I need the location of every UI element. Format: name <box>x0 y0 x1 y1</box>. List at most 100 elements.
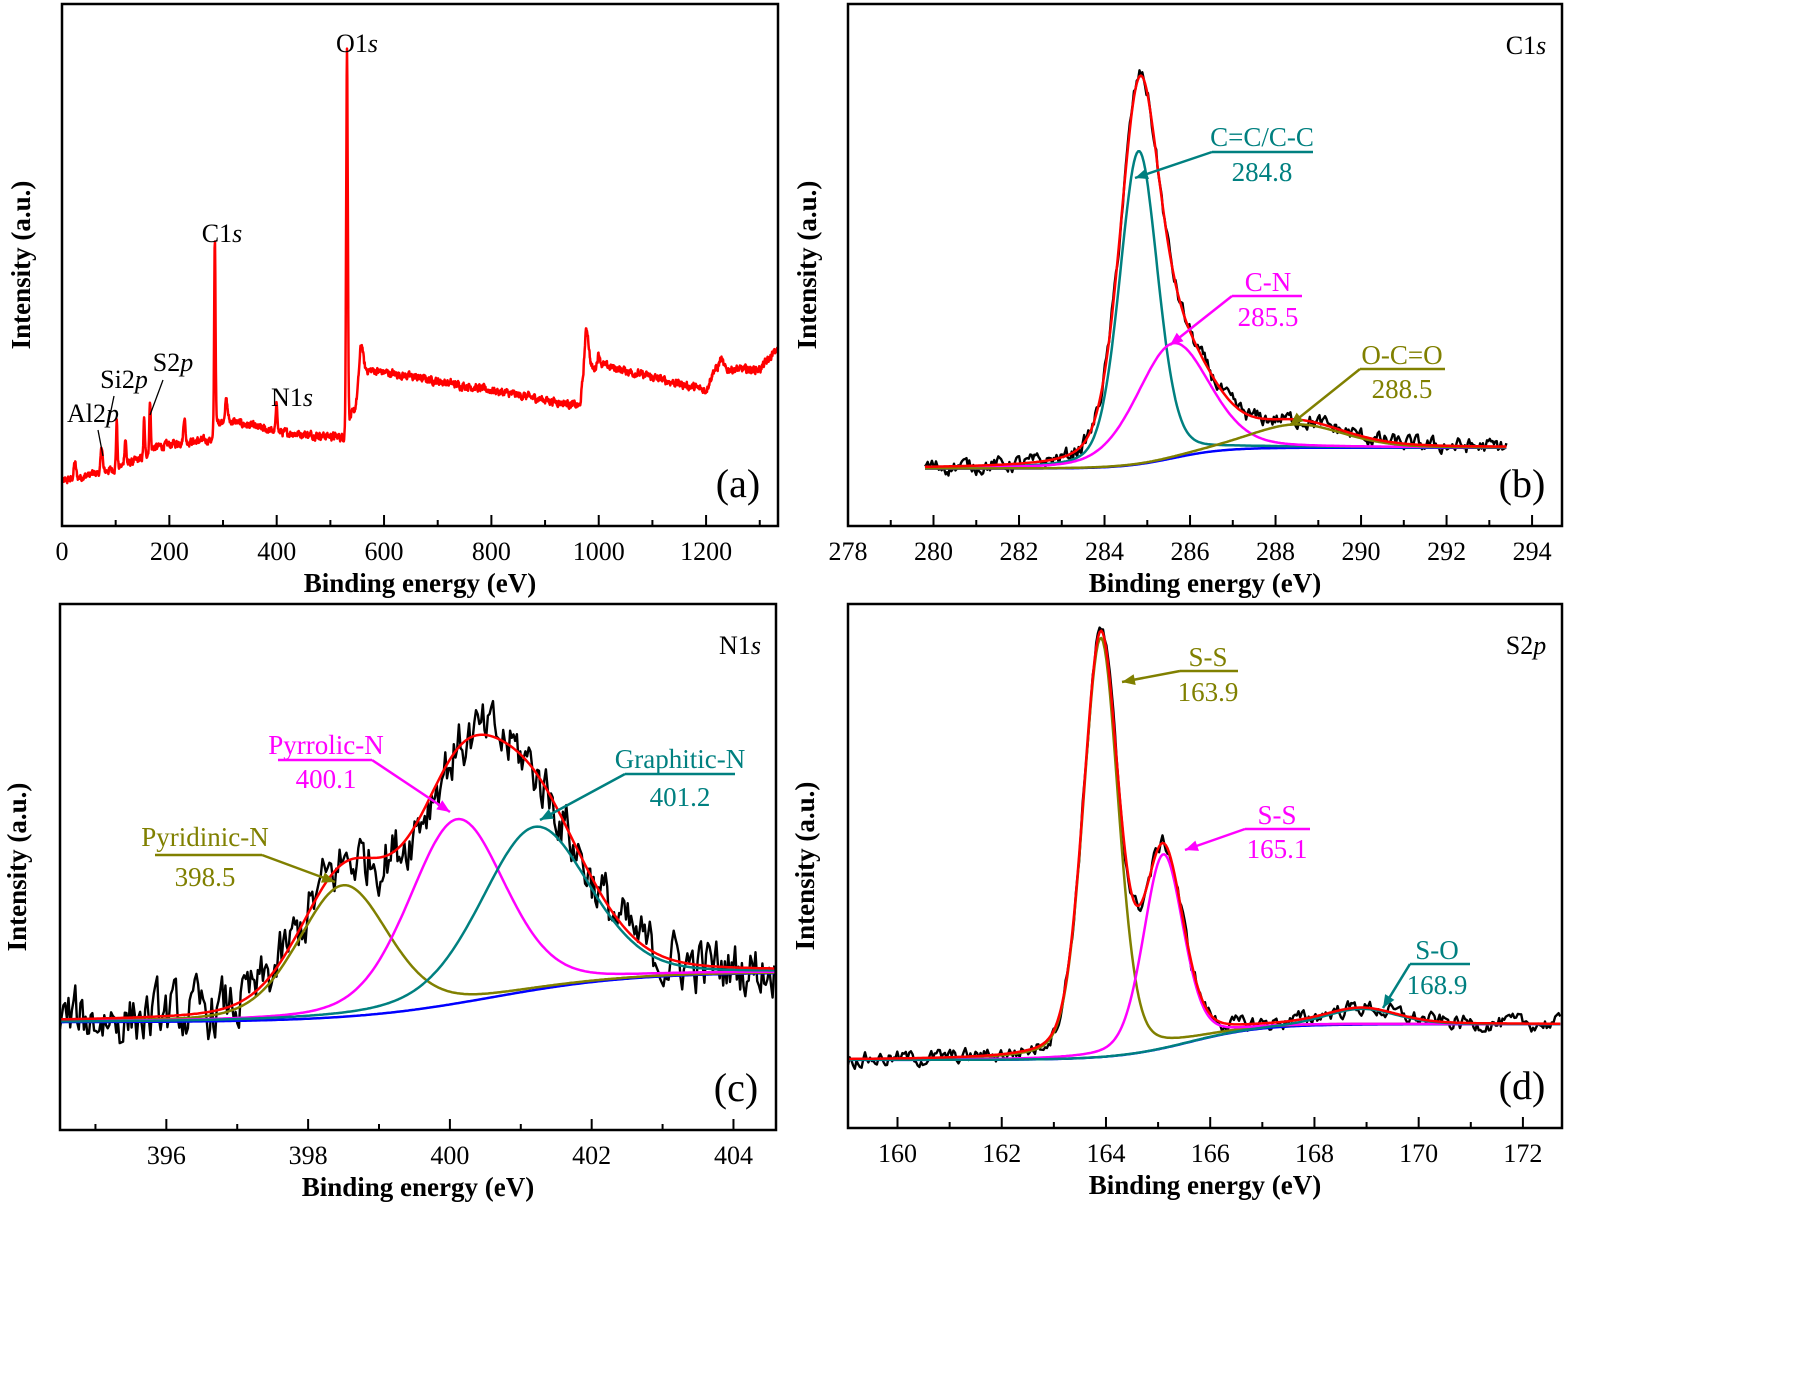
x-tick-label: 170 <box>1399 1139 1438 1168</box>
component-name: Pyridinic-N <box>141 822 269 852</box>
component-annotation: Pyridinic-N 398.5 <box>141 822 336 892</box>
y-axis-title: Intensity (a.u.) <box>790 782 820 951</box>
peak-label-o1s: O1s <box>336 29 378 58</box>
peak-label-si2p: Si2p <box>100 365 148 394</box>
x-tick-label: 168 <box>1295 1139 1334 1168</box>
x-tick-label: 396 <box>147 1141 186 1170</box>
leader-line <box>107 395 115 426</box>
component-line-o-c-o <box>924 423 1507 470</box>
arrow-head-icon <box>1135 168 1149 180</box>
component-value: 398.5 <box>175 862 236 892</box>
component-annotation: Graphitic-N 401.2 <box>539 744 745 822</box>
leader-line <box>149 379 164 416</box>
component-value: 284.8 <box>1232 157 1293 187</box>
y-axis-title: Intensity (a.u.) <box>6 181 36 350</box>
component-name: Pyrrolic-N <box>268 730 383 760</box>
region-label: C1s <box>1506 31 1546 60</box>
component-name: C-N <box>1245 267 1292 297</box>
survey-spectrum-line <box>62 47 778 485</box>
x-tick-label: 600 <box>365 537 404 566</box>
envelope-fit-line <box>924 74 1507 469</box>
arrow-head-icon <box>321 872 335 883</box>
component-value: 163.9 <box>1178 677 1239 707</box>
x-tick-label: 284 <box>1085 537 1124 566</box>
x-tick-label: 286 <box>1171 537 1210 566</box>
envelope-fit-line <box>848 629 1561 1061</box>
x-tick-label: 160 <box>878 1139 917 1168</box>
component-value: 165.1 <box>1247 834 1308 864</box>
peak-label-al2p: Al2p <box>67 399 119 428</box>
x-tick-label: 292 <box>1427 537 1466 566</box>
plot-area <box>60 699 776 1045</box>
x-tick-label: 162 <box>982 1139 1021 1168</box>
panel-letter: (d) <box>1499 1063 1546 1108</box>
component-annotation: C=C/C-C 284.8 <box>1134 122 1314 187</box>
plot-frame <box>60 2 780 528</box>
x-tick-label: 290 <box>1342 537 1381 566</box>
x-tick-label: 0 <box>56 537 69 566</box>
component-value: 401.2 <box>650 782 711 812</box>
x-tick-label: 400 <box>257 537 296 566</box>
component-name: S-S <box>1257 800 1296 830</box>
component-line-pyridinic-n <box>60 883 775 1023</box>
panel-d: S-S 163.9 S-S 165.1 S-O 168.9 S2p 160 162 164 166 1… <box>790 602 1564 1200</box>
x-axis-title: Binding energy (eV) <box>1089 1170 1322 1200</box>
peak-label-n1s: N1s <box>271 383 313 412</box>
x-axis-title: Binding energy (eV) <box>304 568 537 598</box>
arrow-head-icon <box>1185 840 1199 851</box>
component-annotation: Pyrrolic-N 400.1 <box>268 730 451 814</box>
component-value: 400.1 <box>296 764 357 794</box>
arrow-head-icon <box>1290 412 1304 425</box>
component-line-graphitic-n <box>60 825 775 1023</box>
component-name: S-S <box>1188 642 1227 672</box>
component-annotation: S-O 168.9 <box>1381 935 1470 1009</box>
panel-b: C=C/C-C 284.8 C-N 285.5 O-C=O 288.5 C1s 278 280 2… <box>792 2 1564 598</box>
annotation-arrow-shaft <box>261 853 336 884</box>
y-axis-title: Intensity (a.u.) <box>792 181 822 350</box>
component-line-c-n <box>925 341 1507 469</box>
component-annotation: S-S 163.9 <box>1121 642 1239 707</box>
arrow-head-icon <box>1122 674 1136 685</box>
x-tick-label: 1200 <box>680 537 732 566</box>
region-label: S2p <box>1506 631 1546 660</box>
panel-letter: (b) <box>1499 461 1546 506</box>
annotation-arrow-shaft <box>371 758 451 814</box>
component-value: 168.9 <box>1407 970 1468 1000</box>
annotation-arrow-shaft <box>1169 295 1233 346</box>
x-axis-title: Binding energy (eV) <box>302 1172 535 1202</box>
x-tick-label: 288 <box>1256 537 1295 566</box>
panel-letter: (c) <box>714 1065 758 1110</box>
x-tick-label: 402 <box>572 1141 611 1170</box>
plot-area <box>924 69 1508 477</box>
y-axis-title: Intensity (a.u.) <box>2 783 32 952</box>
component-value: 288.5 <box>1372 374 1433 404</box>
arrow-head-icon <box>1170 332 1184 345</box>
component-name: O-C=O <box>1361 340 1442 370</box>
plot-frame <box>58 602 778 1132</box>
plot-frame <box>846 2 1564 528</box>
x-tick-label: 172 <box>1503 1139 1542 1168</box>
annotation-arrow-shaft <box>539 772 626 822</box>
x-tick-label: 1000 <box>573 537 625 566</box>
x-tick-label: 164 <box>1086 1139 1125 1168</box>
x-tick-label: 166 <box>1191 1139 1230 1168</box>
component-name: S-O <box>1415 935 1459 965</box>
leader-line <box>97 429 104 457</box>
plot-area <box>62 47 778 485</box>
annotation-arrow-shaft <box>1134 150 1213 180</box>
annotation-arrow-shaft <box>1289 368 1361 426</box>
x-axis-title: Binding energy (eV) <box>1089 568 1322 598</box>
component-annotation: O-C=O 288.5 <box>1289 340 1445 426</box>
x-tick-label: 278 <box>829 537 868 566</box>
x-tick-label: 294 <box>1513 537 1552 566</box>
panel-letter: (a) <box>716 461 760 506</box>
component-annotation: S-S 165.1 <box>1184 800 1310 864</box>
peak-label-c1s: C1s <box>202 219 242 248</box>
component-annotation: C-N 285.5 <box>1169 267 1302 346</box>
peak-label-s2p: S2p <box>153 348 193 377</box>
x-tick-label: 280 <box>914 537 953 566</box>
panel-c: Pyridinic-N 398.5 Pyrrolic-N 400.1 Graphitic… <box>2 602 778 1202</box>
envelope-fit-line <box>60 733 775 1021</box>
component-name: Graphitic-N <box>615 744 745 774</box>
